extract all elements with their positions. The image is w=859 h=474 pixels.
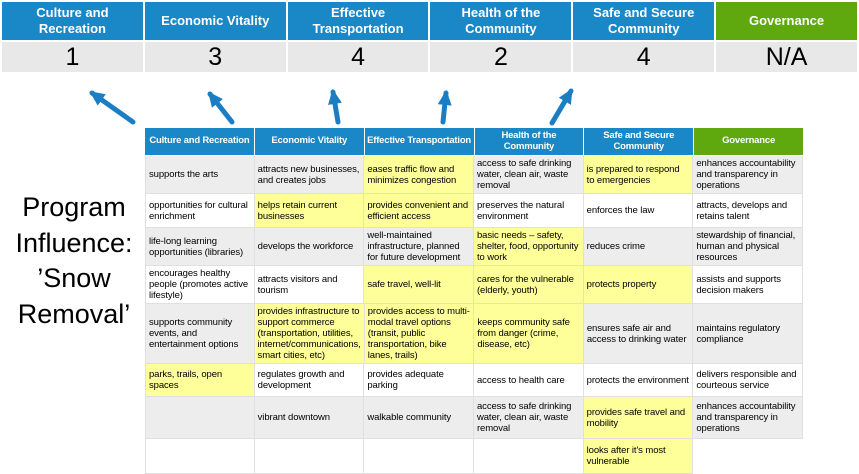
summary-header-row: Culture and Recreation Economic Vitality E…	[2, 2, 857, 40]
up-arrow-icon	[328, 89, 342, 125]
matrix-cell: reduces crime	[583, 228, 694, 266]
matrix-cell: walkable community	[364, 397, 474, 439]
matrix-cell: eases traffic flow and minimizes congest…	[364, 156, 474, 194]
matrix-cell: cares for the vulnerable (elderly, youth…	[473, 266, 584, 304]
matrix-header-governance: Governance	[694, 128, 803, 155]
summary-score-health-of-the-community: 2	[430, 42, 572, 72]
matrix-cell: preserves the natural environment	[473, 194, 584, 228]
matrix-cell: safe travel, well-lit	[364, 266, 474, 304]
matrix-header-effective-transportation: Effective Transportation	[364, 128, 474, 155]
matrix-header-row: Culture and Recreation Economic Vitality E…	[145, 128, 803, 155]
matrix-cell	[145, 397, 255, 439]
matrix-row-4: encourages healthy people (promotes acti…	[145, 266, 803, 304]
summary-header-health-of-the-community: Health of the Community	[430, 2, 572, 40]
matrix-cell: maintains regulatory compliance	[693, 304, 803, 364]
matrix-cell: access to health care	[473, 364, 584, 397]
matrix-cell: enforces the law	[583, 194, 694, 228]
summary-score-safe-and-secure-community: 4	[573, 42, 715, 72]
matrix-row-7: vibrant downtown walkable community access…	[145, 397, 803, 439]
matrix-cell: well-maintained infrastructure, planned …	[364, 228, 474, 266]
matrix-cell: delivers responsible and courteous servi…	[693, 364, 803, 397]
matrix-cell: parks, trails, open spaces	[145, 364, 255, 397]
matrix-cell: is prepared to respond to emergencies	[583, 156, 694, 194]
summary-score-governance: N/A	[716, 42, 857, 72]
matrix-header-health-of-the-community: Health of the Community	[474, 128, 584, 155]
matrix-cell: access to safe drinking water, clean air…	[473, 397, 584, 439]
up-right-arrow-icon	[549, 88, 574, 126]
matrix-row-8: looks after it's most vulnerable	[145, 439, 803, 474]
matrix-header-culture-and-recreation: Culture and Recreation	[145, 128, 254, 155]
matrix-cell: protects the environment	[583, 364, 694, 397]
matrix-cell: protects property	[583, 266, 694, 304]
summary-header-governance: Governance	[716, 2, 857, 40]
matrix-cell: regulates growth and development	[254, 364, 365, 397]
matrix-cell: vibrant downtown	[254, 397, 365, 439]
matrix-row-1: supports the arts attracts new businesses…	[145, 156, 803, 194]
up-arrow-icon	[437, 90, 452, 125]
matrix-cell: enhances accountability and transparency…	[693, 156, 803, 194]
pillar-matrix-table: Culture and Recreation Economic Vitality E…	[145, 128, 803, 474]
matrix-cell	[693, 439, 803, 474]
summary-score-culture-and-recreation: 1	[2, 42, 143, 72]
matrix-header-economic-vitality: Economic Vitality	[254, 128, 364, 155]
matrix-cell: attracts visitors and tourism	[254, 266, 365, 304]
summary-table: Culture and Recreation Economic Vitality E…	[2, 2, 857, 72]
matrix-cell: provides infrastructure to support comme…	[254, 304, 365, 364]
matrix-cell: helps retain current businesses	[254, 194, 365, 228]
matrix-cell: keeps community safe from danger (crime,…	[474, 304, 584, 364]
matrix-cell: provides adequate parking	[364, 364, 474, 397]
matrix-cell	[364, 439, 474, 474]
matrix-cell: provides convenient and efficient access	[364, 194, 474, 228]
matrix-row-5: supports community events, and entertain…	[145, 304, 803, 364]
matrix-cell: looks after it's most vulnerable	[583, 439, 694, 474]
matrix-cell	[145, 439, 255, 474]
matrix-cell: enhances accountability and transparency…	[693, 397, 803, 439]
matrix-header-safe-and-secure-community: Safe and Secure Community	[584, 128, 694, 155]
matrix-row-3: life-long learning opportunities (librar…	[145, 228, 803, 266]
matrix-cell	[473, 439, 584, 474]
matrix-cell: supports the arts	[145, 156, 255, 194]
matrix-row-6: parks, trails, open spaces regulates grow…	[145, 364, 803, 397]
matrix-cell: basic needs – safety, shelter, food, opp…	[473, 228, 584, 266]
program-influence-label: Program Influence: ’Snow Removal’	[15, 192, 133, 329]
matrix-cell: encourages healthy people (promotes acti…	[145, 266, 255, 304]
summary-score-row: 1 3 4 2 4 N/A	[2, 42, 857, 72]
matrix-cell: attracts new businesses, and creates job…	[254, 156, 365, 194]
matrix-cell: assists and supports decision makers	[693, 266, 803, 304]
matrix-cell	[254, 439, 365, 474]
matrix-cell: supports community events, and entertain…	[145, 304, 255, 364]
matrix-body: supports the arts attracts new businesses…	[145, 156, 803, 474]
summary-score-economic-vitality: 3	[144, 42, 286, 72]
summary-header-safe-and-secure-community: Safe and Secure Community	[573, 2, 715, 40]
matrix-cell: provides access to multi-modal travel op…	[364, 304, 475, 364]
matrix-cell: opportunities for cultural enrichment	[145, 194, 255, 228]
summary-score-effective-transportation: 4	[287, 42, 429, 72]
up-left-arrow-icon	[207, 91, 235, 125]
matrix-cell: develops the workforce	[254, 228, 365, 266]
up-left-arrow-icon	[89, 90, 136, 125]
matrix-row-2: opportunities for cultural enrichment hel…	[145, 194, 803, 228]
summary-header-effective-transportation: Effective Transportation	[287, 2, 429, 40]
matrix-cell: provides safe travel and mobility	[583, 397, 694, 439]
matrix-cell: stewardship of financial, human and phys…	[693, 228, 803, 266]
matrix-cell: ensures safe air and access to drinking …	[583, 304, 694, 364]
summary-header-economic-vitality: Economic Vitality	[144, 2, 286, 40]
matrix-cell: life-long learning opportunities (librar…	[145, 228, 255, 266]
matrix-cell: access to safe drinking water, clean air…	[473, 156, 584, 194]
summary-header-culture-and-recreation: Culture and Recreation	[2, 2, 143, 40]
matrix-cell: attracts, develops and retains talent	[693, 194, 803, 228]
